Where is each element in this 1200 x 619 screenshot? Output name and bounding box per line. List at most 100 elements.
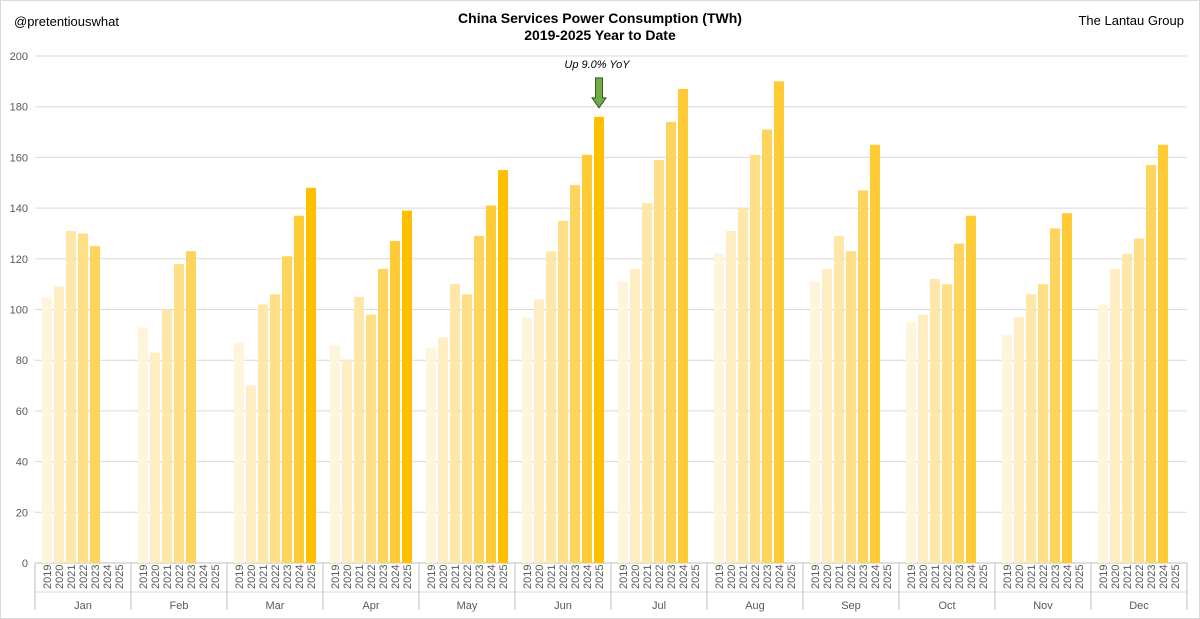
x-year-label: 2019	[330, 565, 342, 589]
x-year-label: 2023	[666, 565, 678, 589]
bar-dec-2021	[1122, 253, 1132, 564]
bar-jun-2022	[558, 220, 568, 563]
x-year-label: 2023	[378, 565, 390, 589]
x-year-label: 2025	[786, 565, 798, 589]
bar-mar-2019	[234, 342, 244, 563]
bar-aug-2019	[714, 253, 724, 564]
x-year-label: 2024	[486, 565, 498, 589]
x-year-label: 2025	[1170, 565, 1182, 589]
x-year-label: 2020	[630, 565, 642, 589]
bar-feb-2022	[174, 263, 184, 563]
chart-title: China Services Power Consumption (TWh)	[458, 10, 742, 26]
x-year-label: 2023	[1050, 565, 1062, 589]
x-year-label: 2022	[942, 565, 954, 589]
y-tick-label: 160	[10, 152, 28, 164]
x-year-label: 2025	[882, 565, 894, 589]
bar-nov-2023	[1050, 228, 1060, 563]
bar-may-2020	[438, 337, 448, 563]
bar-sep-2019	[810, 281, 820, 563]
x-year-label: 2021	[258, 565, 270, 589]
bar-jul-2021	[642, 203, 652, 563]
bar-oct-2024	[966, 215, 976, 563]
bar-may-2021	[450, 284, 460, 563]
x-year-label: 2021	[66, 565, 78, 589]
x-year-label: 2024	[198, 565, 210, 589]
x-year-label: 2025	[978, 565, 990, 589]
x-year-label: 2025	[306, 565, 318, 589]
bar-jun-2019	[522, 317, 532, 563]
x-year-label: 2024	[870, 565, 882, 589]
x-year-label: 2020	[54, 565, 66, 589]
bar-sep-2020	[822, 268, 832, 563]
bar-oct-2022	[942, 284, 952, 563]
x-year-label: 2020	[726, 565, 738, 589]
x-month-label: Nov	[1033, 600, 1053, 612]
y-tick-label: 60	[16, 406, 28, 418]
x-year-label: 2019	[138, 565, 150, 589]
x-year-label: 2023	[858, 565, 870, 589]
bar-jun-2021	[546, 251, 556, 563]
x-year-label: 2019	[522, 565, 534, 589]
x-year-label: 2020	[1014, 565, 1026, 589]
bar-apr-2025	[402, 210, 412, 563]
x-year-label: 2020	[918, 565, 930, 589]
x-year-label: 2022	[1038, 565, 1050, 589]
x-month-label: Jan	[74, 600, 92, 612]
bar-oct-2019	[906, 322, 916, 563]
bar-mar-2024	[294, 215, 304, 563]
x-year-label: 2021	[546, 565, 558, 589]
annotation-label: Up 9.0% YoY	[564, 59, 630, 71]
bar-feb-2019	[138, 327, 148, 563]
x-year-label: 2024	[774, 565, 786, 589]
bar-feb-2023	[186, 251, 196, 563]
bar-aug-2024	[774, 81, 784, 563]
bar-jan-2021	[66, 230, 76, 564]
bar-jul-2019	[618, 281, 628, 563]
x-year-label: 2024	[390, 565, 402, 589]
x-year-label: 2019	[1098, 565, 1110, 589]
bar-apr-2021	[354, 296, 364, 563]
bar-sep-2021	[834, 235, 844, 564]
x-year-label: 2023	[474, 565, 486, 589]
x-year-label: 2022	[558, 565, 570, 589]
bar-may-2019	[426, 347, 436, 563]
x-year-label: 2019	[714, 565, 726, 589]
bar-may-2025	[498, 170, 508, 563]
bar-nov-2020	[1014, 317, 1024, 563]
bar-jul-2020	[630, 268, 640, 563]
source-label: The Lantau Group	[1078, 13, 1184, 28]
bar-sep-2024	[870, 144, 880, 563]
bar-jun-2023	[570, 185, 580, 563]
bar-jul-2022	[654, 159, 664, 563]
bar-mar-2022	[270, 294, 280, 563]
x-year-label: 2025	[210, 565, 222, 589]
x-year-label: 2025	[690, 565, 702, 589]
bar-nov-2022	[1038, 284, 1048, 563]
x-year-label: 2024	[1158, 565, 1170, 589]
x-year-label: 2022	[174, 565, 186, 589]
bar-may-2023	[474, 235, 484, 564]
y-tick-label: 0	[22, 558, 28, 570]
x-year-label: 2020	[150, 565, 162, 589]
bar-apr-2024	[390, 241, 400, 563]
x-month-label: Apr	[362, 600, 379, 612]
bar-jan-2019	[42, 296, 52, 563]
x-year-label: 2021	[354, 565, 366, 589]
bar-apr-2022	[366, 314, 376, 563]
chart-subtitle: 2019-2025 Year to Date	[524, 27, 676, 43]
x-year-label: 2022	[366, 565, 378, 589]
bar-aug-2022	[750, 154, 760, 564]
bar-dec-2020	[1110, 268, 1120, 563]
bar-aug-2023	[762, 129, 772, 563]
x-month-label: Sep	[841, 600, 861, 612]
x-year-label: 2025	[498, 565, 510, 589]
y-tick-label: 100	[10, 305, 28, 317]
y-tick-label: 80	[16, 355, 28, 367]
bar-mar-2025	[306, 187, 316, 563]
x-year-label: 2019	[426, 565, 438, 589]
x-month-label: Jun	[554, 600, 572, 612]
x-year-label: 2025	[114, 565, 126, 589]
x-year-label: 2023	[954, 565, 966, 589]
bar-feb-2020	[150, 352, 160, 563]
